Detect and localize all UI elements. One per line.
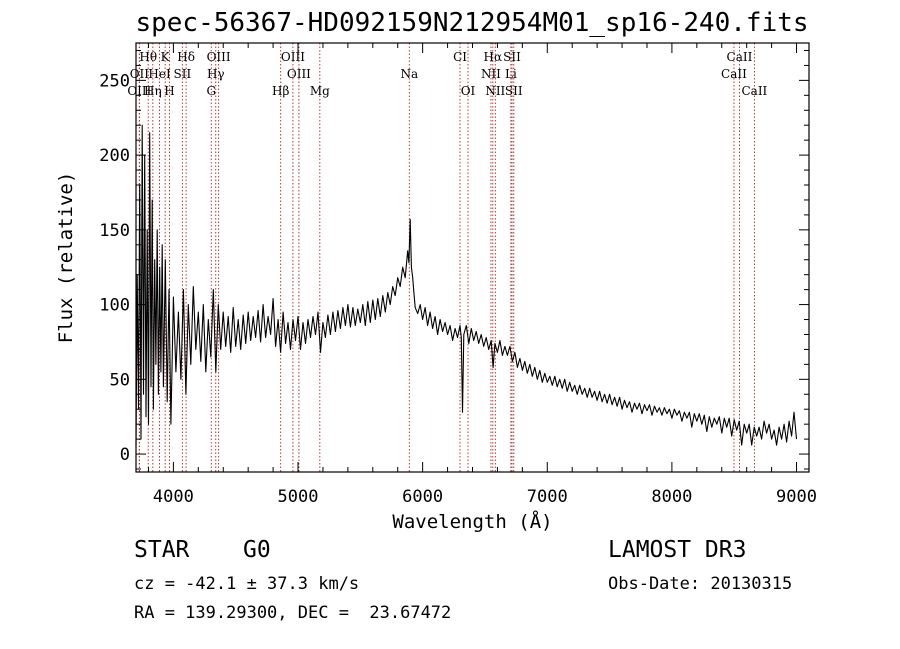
obs-date: Obs-Date: 20130315 — [608, 574, 793, 594]
y-tick-label: 0 — [120, 445, 130, 465]
line-marker-label: OIII — [207, 50, 231, 64]
line-marker-label: K — [161, 50, 171, 64]
line-marker-label: Na — [400, 67, 418, 81]
line-marker-label: SII — [174, 67, 192, 81]
line-marker-label: Hβ — [272, 84, 289, 98]
line-marker-label: CaII — [721, 67, 747, 81]
line-marker-label: Hη — [144, 84, 162, 98]
line-marker-label: Li — [505, 67, 517, 81]
line-marker-label: SII — [505, 84, 523, 98]
x-axis: 4000 5000 6000 7000 8000 9000 — [147, 43, 817, 507]
line-marker-label: NII — [485, 84, 505, 98]
y-tick-label: 250 — [99, 71, 130, 91]
line-marker-label: Hδ — [177, 50, 195, 64]
spectrum-line — [135, 124, 798, 447]
x-tick-label: 9000 — [776, 487, 817, 507]
ra-dec-line: RA = 139.29300, DEC = 23.67472 — [134, 603, 452, 623]
line-marker-label: OII — [130, 67, 150, 81]
chart-title: spec-56367-HD092159N212954M01_sp16-240.f… — [135, 8, 809, 38]
line-marker-label: CaII — [741, 84, 767, 98]
x-tick-label: 6000 — [402, 487, 443, 507]
survey-name: LAMOST DR3 — [608, 537, 747, 563]
y-axis: 0 50 100 150 200 250 — [99, 49, 809, 470]
line-marker-label: Hα — [484, 50, 503, 64]
line-marker-label: NII — [481, 67, 501, 81]
spectrum-series — [135, 124, 798, 447]
line-marker-label: OIII — [127, 84, 151, 98]
x-axis-label: Wavelength (Å) — [392, 510, 552, 533]
y-tick-label: 50 — [110, 370, 130, 390]
line-marker-label: OI — [461, 84, 476, 98]
y-tick-label: 150 — [99, 221, 130, 241]
line-markers — [138, 43, 755, 472]
x-tick-label: 7000 — [527, 487, 568, 507]
y-tick-label: 200 — [99, 146, 130, 166]
object-class: G0 — [243, 537, 271, 563]
object-type: STAR — [134, 537, 190, 563]
line-marker-label: OIII — [281, 50, 305, 64]
line-marker-label: H — [164, 84, 174, 98]
line-marker-label: G — [206, 84, 216, 98]
line-marker-label: Hγ — [207, 67, 225, 81]
redshift-line: cz = -42.1 ± 37.3 km/s — [134, 574, 360, 594]
line-marker-label: SII — [503, 50, 521, 64]
plot-frame — [135, 42, 810, 473]
line-marker-label: Mg — [310, 84, 330, 98]
y-tick-label: 100 — [99, 296, 130, 316]
line-marker-label: OIII — [287, 67, 311, 81]
line-marker-label: CI — [453, 50, 467, 64]
y-axis-label: Flux (relative) — [55, 172, 77, 344]
x-tick-label: 4000 — [153, 487, 194, 507]
line-marker-label: Hθ — [139, 50, 157, 64]
line-marker-label: HeI — [148, 67, 171, 81]
x-tick-label: 8000 — [651, 487, 692, 507]
x-tick-label: 5000 — [278, 487, 319, 507]
line-marker-label: CaII — [727, 50, 753, 64]
